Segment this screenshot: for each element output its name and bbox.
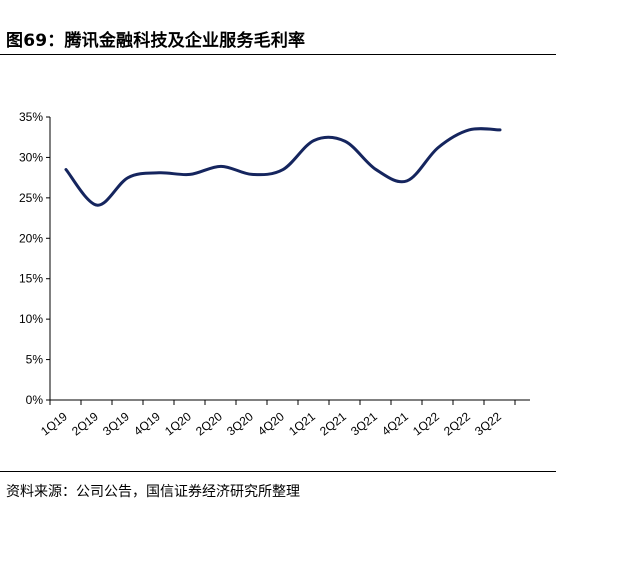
data-point: [220, 165, 223, 168]
data-point: [189, 173, 192, 176]
x-tick-label: 4Q21: [379, 409, 411, 438]
data-point: [375, 168, 378, 171]
data-point: [344, 140, 347, 143]
x-tick-label: 2Q20: [193, 409, 225, 438]
data-point: [282, 168, 285, 171]
y-tick-label: 20%: [19, 231, 43, 245]
data-point: [158, 171, 161, 174]
data-point: [406, 179, 409, 182]
data-point: [468, 128, 471, 131]
y-tick-label: 5%: [26, 353, 44, 367]
y-tick-label: 15%: [19, 272, 43, 286]
y-tick-label: 35%: [19, 110, 43, 124]
data-point: [65, 168, 68, 171]
x-tick-label: 2Q22: [441, 409, 473, 438]
x-tick-label: 1Q22: [410, 409, 442, 438]
chart-axes: [49, 117, 530, 401]
x-axis-ticks: 1Q19 2Q19 3Q19 4Q19 1Q20 2Q20 3Q20 4Q20 1Q21 2Q21…: [38, 400, 516, 438]
x-tick-label: 3Q21: [348, 409, 380, 438]
data-point: [499, 128, 502, 131]
data-point: [251, 173, 254, 176]
x-tick-label: 3Q19: [100, 409, 132, 438]
x-tick-label: 1Q19: [38, 409, 70, 438]
y-tick-label: 30%: [19, 150, 43, 164]
data-point: [96, 204, 99, 207]
x-tick-label: 2Q21: [317, 409, 349, 438]
y-tick-label: 10%: [19, 312, 43, 326]
x-tick-label: 1Q20: [162, 409, 194, 438]
figure-title: 图69：腾讯金融科技及企业服务毛利率: [6, 31, 306, 51]
x-tick-label: 4Q20: [255, 409, 287, 438]
series-line: [64, 127, 502, 207]
x-tick-label: 1Q21: [286, 409, 318, 438]
title-rule: [0, 54, 556, 55]
y-tick-label: 25%: [19, 191, 43, 205]
y-tick-label: 0%: [26, 393, 44, 407]
x-tick-label: 4Q19: [131, 409, 163, 438]
source-note: 资料来源：公司公告，国信证券经济研究所整理: [6, 484, 300, 500]
data-point: [313, 139, 316, 142]
x-tick-label: 3Q22: [472, 409, 504, 438]
y-axis-ticks: 0% 5% 10% 15% 20% 25% 30% 35%: [19, 110, 50, 407]
data-point: [437, 146, 440, 149]
series-layer: [64, 127, 502, 207]
x-tick-label: 3Q20: [224, 409, 256, 438]
x-tick-label: 2Q19: [69, 409, 101, 438]
data-point: [127, 176, 130, 179]
source-rule: [0, 471, 556, 472]
